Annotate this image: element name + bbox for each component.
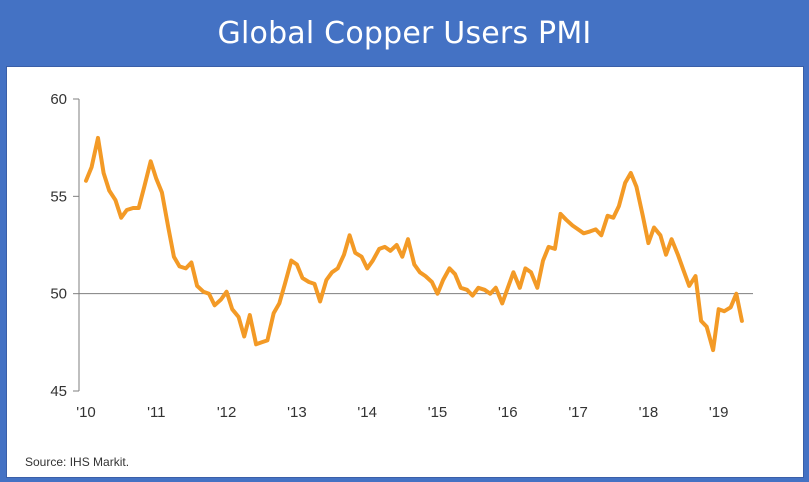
x-tick-label: '16 (498, 404, 518, 421)
source-note: Source: IHS Markit. (25, 455, 130, 469)
chart-panel: 60 55 50 45 '10'11'12'13'14'15'16'17'18'19 … (6, 66, 804, 478)
y-axis: 60 55 50 45 (50, 91, 80, 400)
x-tick-label: '18 (639, 404, 659, 421)
series-lines (84, 135, 744, 353)
x-tick-label: '12 (217, 404, 237, 421)
x-tick-label: '19 (709, 404, 729, 421)
y-tick-label: 60 (50, 91, 67, 108)
x-tick-label: '15 (428, 404, 448, 421)
x-tick-label: '13 (287, 404, 307, 421)
y-tick-label: 55 (50, 188, 67, 205)
x-tick-label: '10 (76, 404, 96, 421)
line-chart: 60 55 50 45 '10 '11 '12 '13 '14 '15 '16 '17 '18 '19 (50, 91, 753, 421)
pmi-series-line (84, 135, 744, 353)
y-tick-label: 50 (50, 286, 67, 303)
x-tick-label: '17 (568, 404, 588, 421)
x-tick-label: '11 (147, 404, 165, 421)
y-tick-label: 45 (50, 383, 67, 400)
x-tick-label: '14 (357, 404, 377, 421)
x-axis: '10 '11 '12 '13 '14 '15 '16 '17 '18 '19 (76, 404, 728, 421)
chart-title: Global Copper Users PMI (217, 15, 592, 51)
